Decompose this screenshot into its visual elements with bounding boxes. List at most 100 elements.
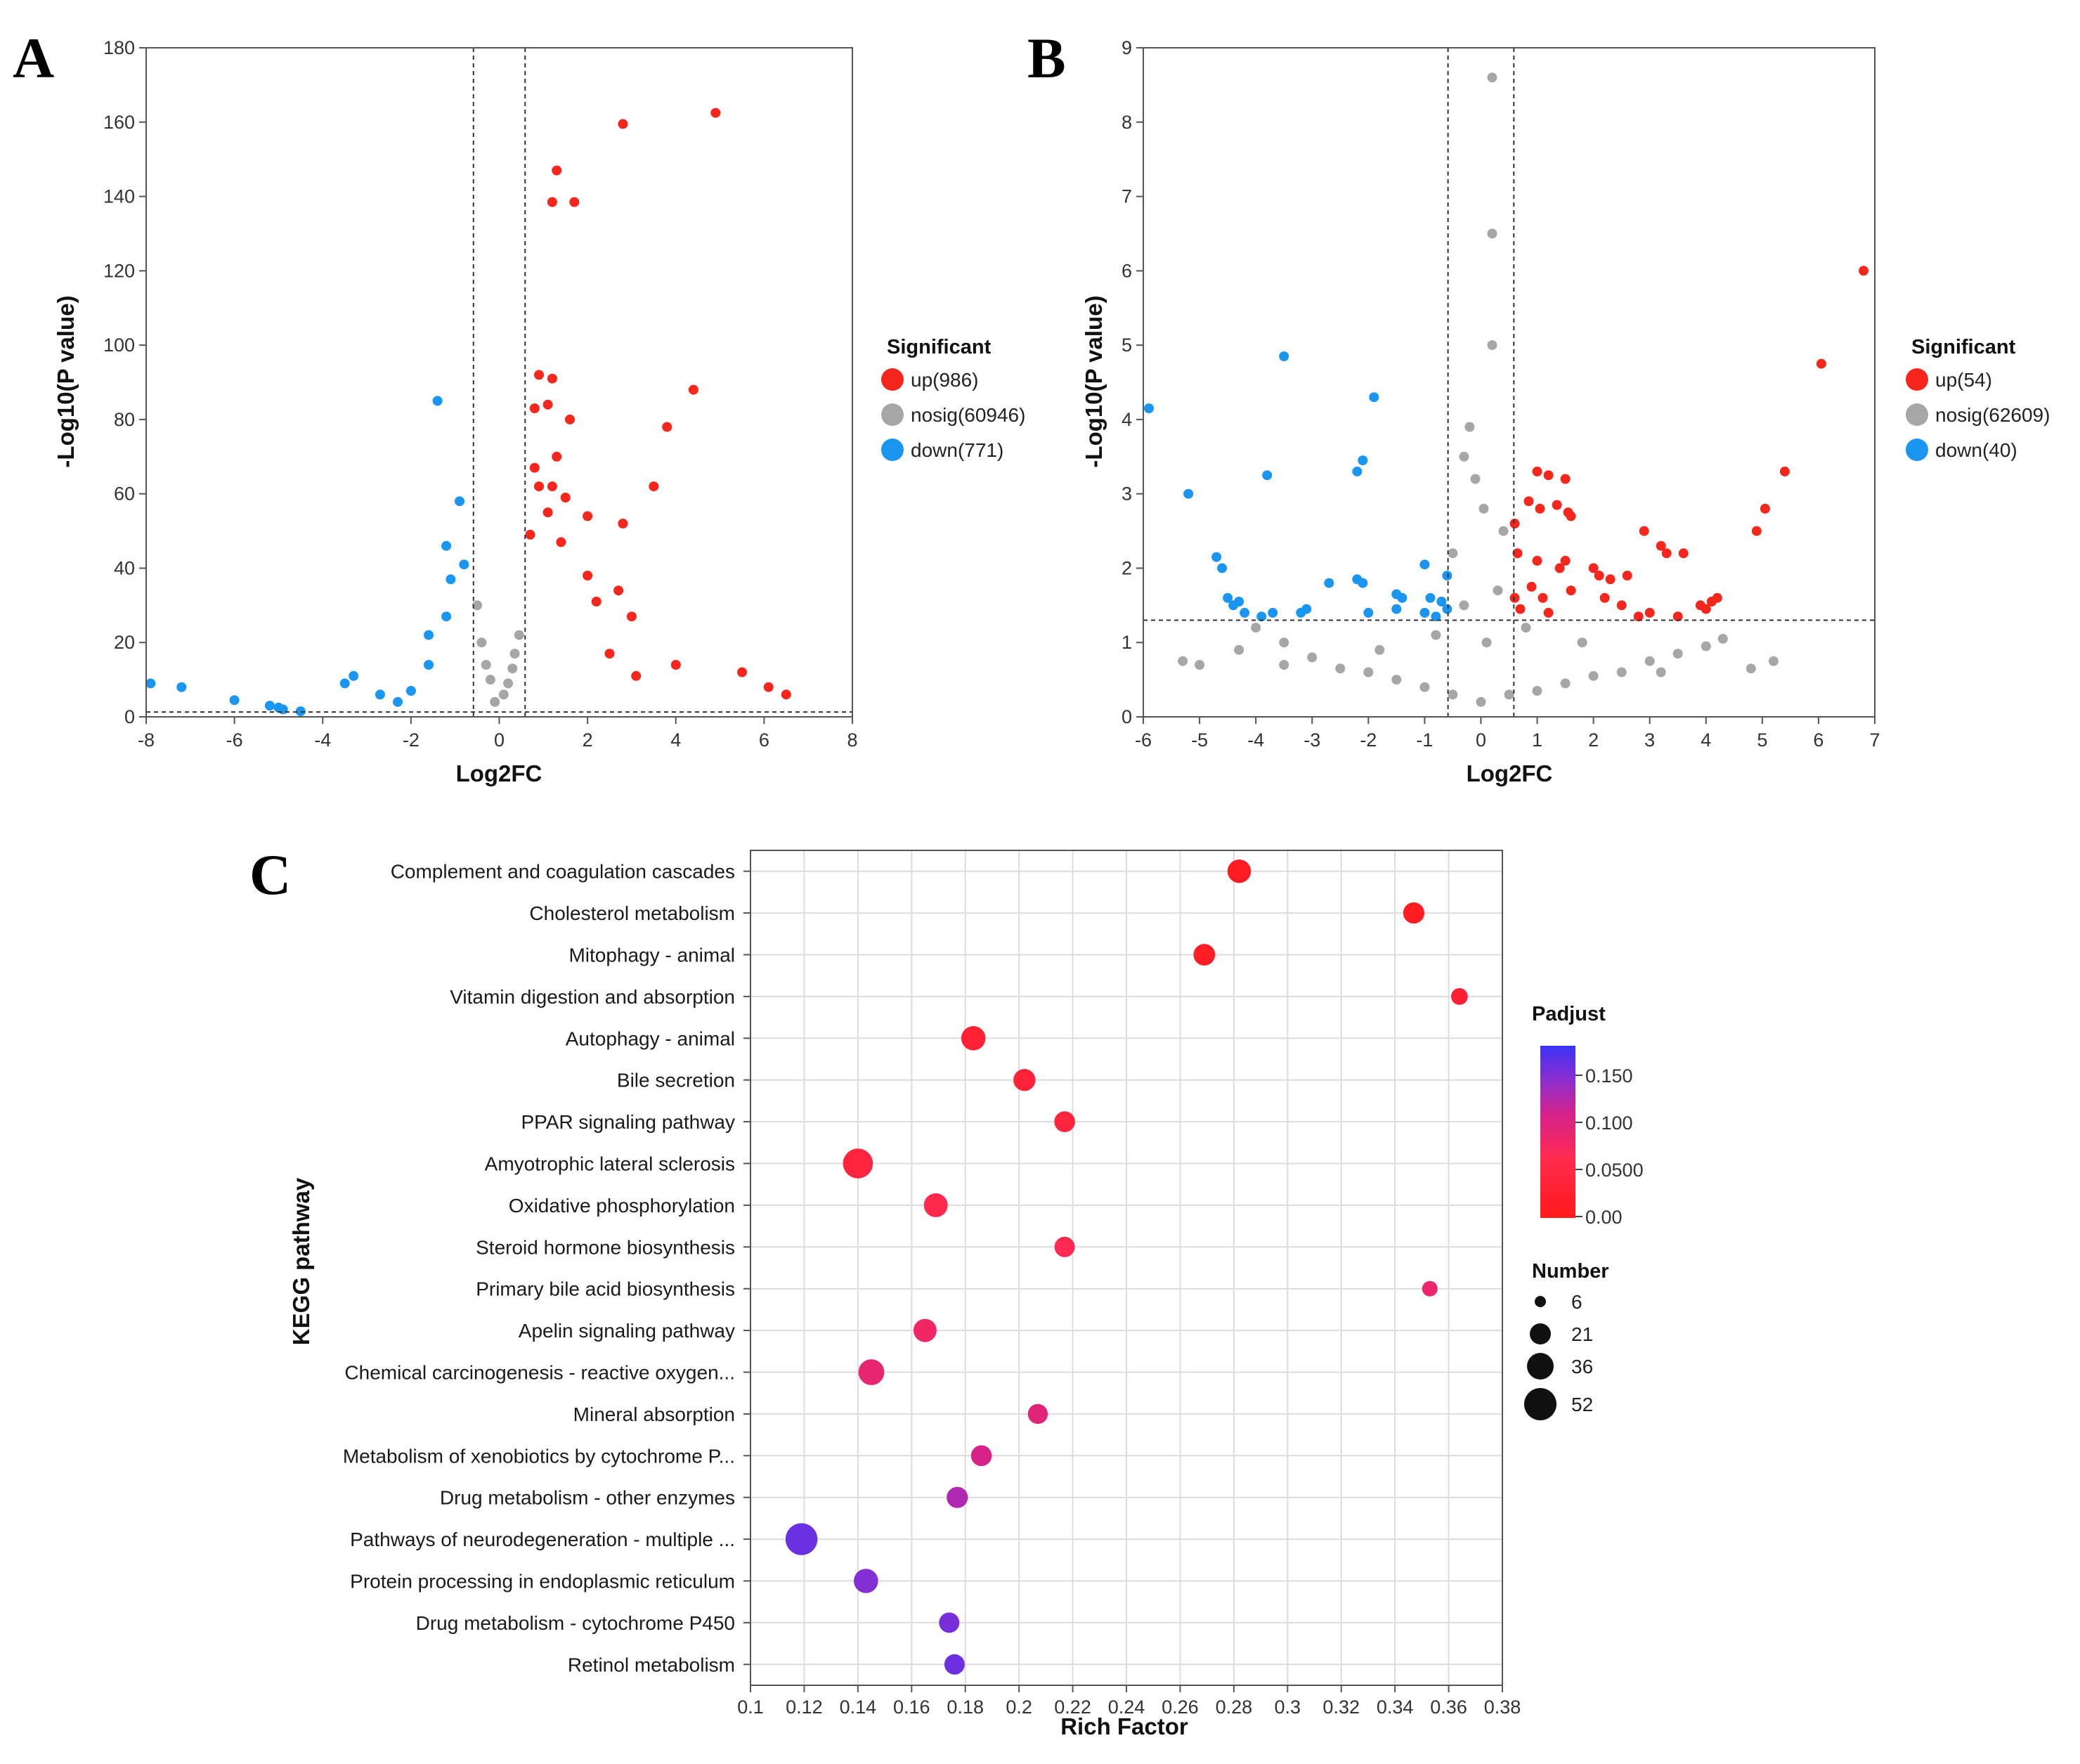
pathway-bubble <box>970 1445 992 1467</box>
panel-b-y-tick-label: 9 <box>1122 37 1132 58</box>
panel-a-down-point <box>349 670 359 681</box>
panel-b-down-point <box>1397 592 1408 603</box>
panel-b-nosig-point <box>1195 660 1205 670</box>
panel-b-down-point <box>1324 578 1334 588</box>
panel-c-x-axis-title: Rich Factor <box>1060 1713 1188 1739</box>
pathway-bubble <box>923 1193 948 1217</box>
panel-a-down-point <box>424 660 434 670</box>
panel-a-y-axis-title: -Log10(P value) <box>53 295 79 467</box>
panel-b-nosig-point <box>1448 689 1458 700</box>
panel-b-up-point <box>1538 592 1548 603</box>
panel-a-down-point <box>295 706 306 717</box>
panel-b-nosig-point <box>1768 656 1779 666</box>
panel-c-x-tick-label: 0.28 <box>1216 1697 1253 1718</box>
panel-a-legend-up-label: up(986) <box>911 369 979 391</box>
panel-a-x-tick-label: -6 <box>226 729 243 751</box>
panel-a-up-point <box>631 670 642 681</box>
panel-a-up-point <box>547 197 557 207</box>
padjust-colorbar <box>1540 1046 1575 1218</box>
pathway-bubble <box>1193 944 1216 966</box>
panel-a-legend-down-marker <box>881 439 904 461</box>
panel-b-nosig-point <box>1717 633 1728 644</box>
panel-a-down-point <box>145 678 156 689</box>
pathway-bubble <box>939 1612 960 1633</box>
pathway-label: Pathways of neurodegeneration - multiple… <box>350 1529 735 1550</box>
panel-b-y-tick-label: 8 <box>1122 112 1132 133</box>
padjust-tick-label: 0.00 <box>1585 1207 1623 1228</box>
panel-b-y-tick-label: 7 <box>1122 186 1132 207</box>
panel-b-up-point <box>1712 592 1722 603</box>
panel-a-up-point <box>542 507 553 518</box>
panel-b-x-tick-label: -4 <box>1247 729 1264 751</box>
panel-a-up-point <box>583 511 593 521</box>
panel-b-legend: Significant up(54) nosig(62609) down(40) <box>1906 336 2050 461</box>
panel-b-nosig-point <box>1487 228 1497 239</box>
panel-a-down-point <box>424 630 434 640</box>
panel-b-x-tick-label: 2 <box>1588 729 1599 751</box>
panel-b-nosig-point <box>1459 600 1469 611</box>
panel-b-y-tick-label: 0 <box>1122 706 1132 727</box>
panel-b-down-point <box>1358 455 1368 466</box>
panel-a-up-point <box>604 649 615 659</box>
panel-a-down-point <box>229 695 240 706</box>
pathway-label: Apelin signaling pathway <box>519 1320 735 1342</box>
panel-a-nosig-point <box>514 630 524 640</box>
number-legend-label: 21 <box>1571 1323 1593 1345</box>
pathway-bubble <box>785 1523 818 1555</box>
panel-a-y-tick-label: 40 <box>114 557 135 578</box>
panel-a-nosig-point <box>498 689 509 700</box>
panel-b-nosig-point <box>1419 682 1430 692</box>
panel-b-up-point <box>1859 266 1868 276</box>
panel-b-down-point <box>1442 604 1452 614</box>
panel-a-y-tick-label: 100 <box>103 335 135 356</box>
panel-b-nosig-point <box>1656 667 1666 677</box>
pathway-label: Amyotrophic lateral sclerosis <box>485 1153 735 1175</box>
panel-b-legend-nosig-label: nosig(62609) <box>1935 404 2050 426</box>
panel-a-nosig-point <box>476 637 487 648</box>
panel-a-x-tick-label: -8 <box>138 729 155 751</box>
panel-b-nosig-point <box>1493 585 1503 596</box>
panel-b-nosig-point <box>1448 548 1458 559</box>
panel-b-down-point <box>1144 403 1154 413</box>
panel-b-nosig-point <box>1487 340 1497 351</box>
panel-a-nosig-point <box>509 649 520 659</box>
panel-b-y-tick-label: 4 <box>1122 409 1132 430</box>
panel-b-down-point <box>1268 607 1278 618</box>
pathway-bubble <box>944 1654 965 1675</box>
pathway-label: Retinol metabolism <box>568 1654 735 1675</box>
panel-b-x-tick-label: -5 <box>1191 729 1208 751</box>
panel-b-up-point <box>1566 585 1576 596</box>
panel-b-y-tick-label: 1 <box>1122 632 1132 653</box>
pathway-label: Chemical carcinogenesis - reactive oxyge… <box>344 1362 735 1384</box>
panel-b-legend-down-marker <box>1906 439 1928 461</box>
pathway-label: Steroid hormone biosynthesis <box>476 1236 735 1258</box>
panel-b-up-point <box>1639 526 1649 536</box>
panel-b-y-tick-label: 2 <box>1122 557 1132 578</box>
panel-b-y-tick-label: 6 <box>1122 260 1132 281</box>
number-legend-marker <box>1535 1296 1546 1307</box>
number-legend-title: Number <box>1532 1260 1609 1283</box>
panel-a-down-point <box>446 574 456 585</box>
panel-a-up-point <box>542 399 553 410</box>
panel-b-down-point <box>1436 597 1447 607</box>
pathway-bubble <box>1422 1280 1438 1297</box>
padjust-tick-label: 0.0500 <box>1585 1160 1644 1181</box>
panel-b-x-tick-label: 4 <box>1701 729 1711 751</box>
panel-b-up-point <box>1672 611 1683 622</box>
panel-a-y-tick-label: 20 <box>114 632 135 653</box>
pathway-label: Oxidative phosphorylation <box>509 1195 735 1217</box>
pathway-label: Drug metabolism - cytochrome P450 <box>416 1612 735 1634</box>
panel-b-down-point <box>1431 611 1441 622</box>
panel-a-up-point <box>525 529 535 540</box>
panel-b-down-point <box>1211 552 1222 562</box>
panel-b-y-tick-label: 3 <box>1122 484 1132 505</box>
panel-a-y-tick-label: 80 <box>114 409 135 430</box>
panel-c-x-tick-label: 0.32 <box>1322 1697 1360 1718</box>
panel-b-down-point <box>1301 604 1312 614</box>
panel-b-nosig-point <box>1532 686 1542 696</box>
number-legend-marker <box>1527 1353 1554 1380</box>
pathway-label: Autophagy - animal <box>566 1027 735 1049</box>
panel-b-legend-up-label: up(54) <box>1935 369 1992 391</box>
panel-b-nosig-point <box>1307 652 1318 663</box>
panel-a-up-point <box>618 519 628 528</box>
